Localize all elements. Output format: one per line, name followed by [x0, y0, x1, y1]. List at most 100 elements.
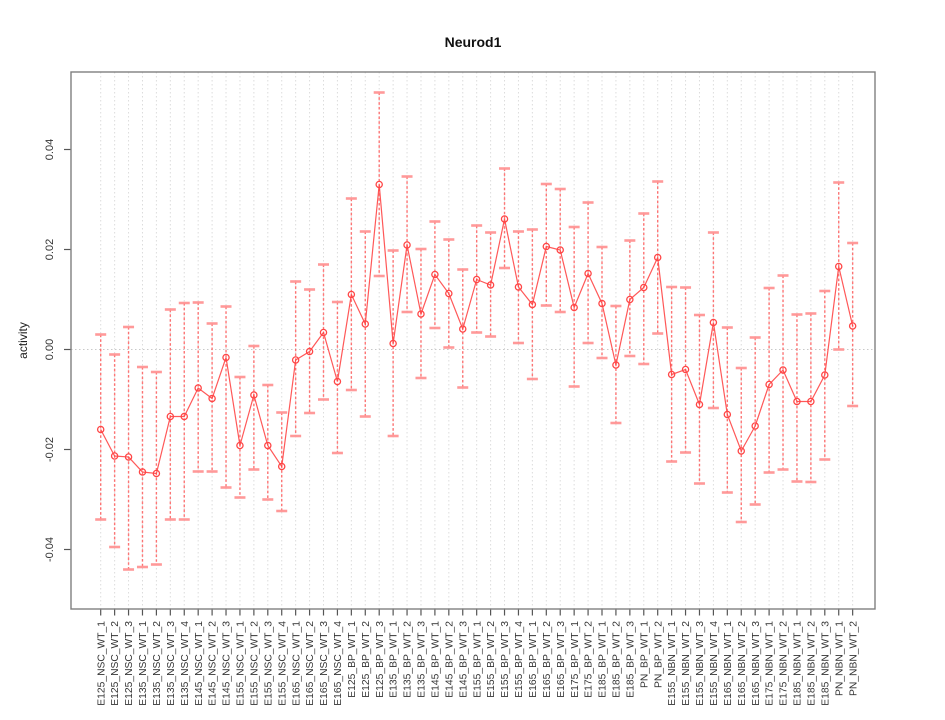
data-point	[403, 241, 411, 249]
x-tick-label: E165_BP_WT_3	[556, 621, 567, 698]
data-point	[319, 328, 328, 337]
data-point	[709, 318, 718, 327]
x-tick-label: E145_BP_WT_2	[444, 621, 455, 698]
data-point	[236, 441, 244, 450]
x-tick-label: E125_BP_WT_2	[361, 621, 372, 698]
data-point	[305, 347, 314, 356]
y-axis-label: activity	[16, 322, 30, 359]
x-tick-label: E125_NSC_WT_2	[110, 621, 121, 706]
x-tick-label: E165_NSC_WT_3	[319, 621, 330, 706]
data-point	[194, 384, 202, 392]
data-point	[417, 310, 425, 318]
data-point	[514, 283, 523, 291]
x-tick-label: PN_BP_WT_2	[653, 621, 664, 688]
data-point	[723, 410, 732, 419]
data-point	[291, 356, 300, 364]
x-tick-label: E125_NSC_WT_1	[96, 621, 107, 706]
plot-border	[70, 71, 876, 610]
data-point	[124, 453, 133, 461]
x-tick-label: E165_NSC_WT_1	[291, 621, 302, 706]
data-point	[375, 180, 383, 189]
x-tick-label: E155_NBN_WT_3	[695, 621, 706, 706]
data-point	[264, 441, 272, 450]
x-tick-label: PN_BP_WT_1	[639, 621, 650, 688]
x-tick-label: E165_BP_WT_1	[528, 621, 539, 698]
x-tick-label: E185_BP_WT_2	[612, 621, 623, 698]
data-point	[821, 371, 829, 379]
y-tick-label: -0.02	[44, 437, 56, 462]
data-point	[570, 303, 578, 312]
data-point	[208, 394, 216, 403]
data-point	[250, 391, 258, 399]
series-line	[100, 184, 854, 475]
x-tick-label: E185_BP_WT_3	[625, 621, 636, 698]
x-tick-label: PN_NBN_WT_1	[834, 621, 845, 696]
data-point	[96, 425, 105, 434]
data-point	[626, 295, 634, 304]
x-tick-label: E155_NSC_WT_1	[236, 621, 247, 706]
x-tick-label: E165_NSC_WT_2	[305, 621, 316, 706]
x-tick-label: E135_BP_WT_2	[403, 621, 414, 698]
data-point	[333, 377, 342, 386]
x-tick-label: E155_NBN_WT_2	[681, 621, 692, 706]
data-point	[110, 452, 119, 460]
x-tick-label: E185_NBN_WT_3	[820, 621, 831, 706]
x-tick-label: E155_NSC_WT_3	[263, 621, 274, 706]
x-tick-label: E165_BP_WT_2	[542, 621, 553, 698]
chart-title: Neurod1	[445, 34, 502, 50]
x-tick-label: E155_NBN_WT_4	[709, 621, 720, 706]
x-tick-label: E175_NBN_WT_2	[779, 621, 790, 706]
data-point	[807, 397, 815, 406]
x-tick-label: E135_NSC_WT_1	[138, 621, 149, 706]
x-tick-label: E155_BP_WT_3	[500, 621, 511, 698]
x-tick-label: E155_NSC_WT_2	[249, 621, 260, 706]
x-tick-label: E165_NBN_WT_2	[737, 621, 748, 706]
x-tick-label: E155_NBN_WT_1	[667, 621, 678, 706]
data-point	[486, 281, 495, 289]
data-point	[584, 269, 592, 278]
x-tick-label: E135_NSC_WT_4	[180, 621, 191, 706]
y-axis: -0.04 -0.02 0.00 0.02 0.04	[44, 139, 71, 562]
x-tick-label: E155_BP_WT_1	[472, 621, 483, 698]
x-axis: E125_NSC_WT_1 E125_NSC_WT_2 E125_NSC_WT_3 E…	[96, 609, 859, 706]
data-point	[347, 290, 356, 299]
x-tick-label: E135_BP_WT_1	[389, 621, 400, 698]
x-tick-label: E125_BP_WT_1	[347, 621, 358, 698]
data-point	[779, 366, 787, 374]
data-point	[751, 422, 759, 430]
data-point	[389, 339, 397, 348]
x-tick-label: E155_NSC_WT_4	[277, 621, 288, 706]
data-point	[152, 469, 161, 478]
data-point	[361, 320, 370, 328]
y-tick-label: 0.04	[44, 139, 56, 160]
x-tick-label: E145_NSC_WT_3	[222, 621, 233, 706]
data-point	[737, 447, 746, 455]
x-tick-label: E145_NSC_WT_2	[208, 621, 219, 706]
y-tick-label: -0.04	[44, 537, 56, 562]
x-tick-label: E175_BP_WT_1	[570, 621, 581, 698]
x-tick-label: E125_NSC_WT_3	[124, 621, 135, 706]
data-point	[542, 242, 551, 251]
x-tick-label: E185_BP_WT_1	[598, 621, 609, 698]
data-point	[528, 300, 537, 309]
gridlines	[100, 72, 854, 609]
data-point	[848, 322, 857, 330]
y-tick-label: 0.02	[44, 239, 56, 260]
x-tick-label: E165_NBN_WT_3	[751, 621, 762, 706]
x-tick-label: E175_BP_WT_2	[584, 621, 595, 698]
x-tick-label: E155_BP_WT_4	[514, 621, 525, 698]
data-point	[765, 380, 773, 389]
x-tick-label: E135_NSC_WT_2	[152, 621, 163, 706]
x-tick-label: E125_BP_WT_3	[375, 621, 386, 698]
x-tick-label: E145_BP_WT_1	[431, 621, 442, 698]
data-point	[556, 246, 564, 254]
x-tick-label: E155_BP_WT_2	[486, 621, 497, 698]
x-tick-label: E185_NBN_WT_2	[806, 621, 817, 706]
data-point	[793, 397, 801, 406]
data-point	[472, 275, 481, 284]
x-tick-label: E185_NBN_WT_1	[793, 621, 804, 706]
data-point	[681, 365, 690, 374]
x-tick-label: E145_NSC_WT_1	[194, 621, 205, 706]
y-tick-label: 0.00	[44, 339, 56, 360]
